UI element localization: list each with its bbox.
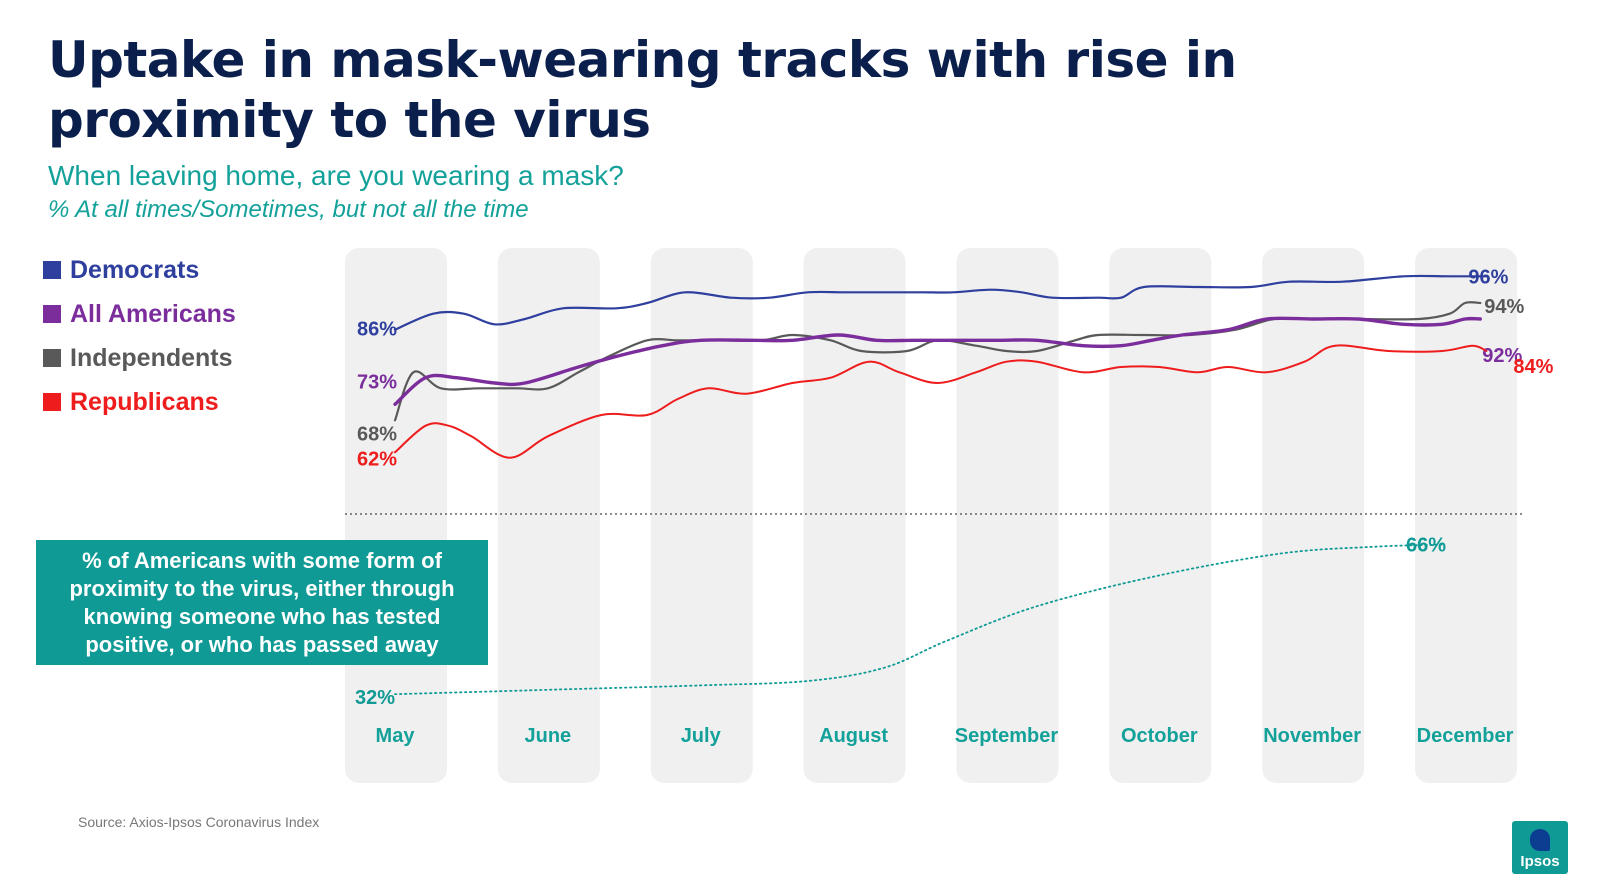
legend-label: Democrats <box>70 255 200 284</box>
page-title: Uptake in mask-wearing tracks with rise … <box>48 31 1237 149</box>
start-value-label: 68% <box>357 423 397 445</box>
legend-item-democrats: Democrats <box>43 248 236 292</box>
legend-swatch <box>43 393 61 411</box>
ipsos-logo: Ipsos <box>1512 821 1568 874</box>
chart-subnote: % At all times/Sometimes, but not all th… <box>48 196 529 223</box>
end-value-label: 94% <box>1484 296 1524 318</box>
series-line-proximity-to-the-virus <box>394 543 1443 696</box>
start-value-label: 62% <box>357 448 397 470</box>
legend-item-all-americans: All Americans <box>43 292 236 336</box>
end-value-label: 92% <box>1482 345 1522 367</box>
end-value-label: 96% <box>1468 266 1508 288</box>
end-value-label: 84% <box>1513 356 1553 378</box>
x-tick-label: July <box>681 725 722 747</box>
proximity-callout: % of Americans with some form of proximi… <box>36 540 488 665</box>
ipsos-logo-text: Ipsos <box>1520 853 1560 870</box>
x-tick-label: June <box>525 725 572 747</box>
x-tick-label: May <box>376 725 416 747</box>
month-band <box>650 248 753 783</box>
legend-swatch <box>43 349 61 367</box>
legend-label: Independents <box>70 343 233 372</box>
legend-label: Republicans <box>70 387 219 416</box>
legend: Democrats All Americans Independents Rep… <box>43 248 236 424</box>
legend-swatch <box>43 261 61 279</box>
legend-swatch <box>43 305 61 323</box>
month-band <box>1415 248 1517 783</box>
ipsos-logo-mark-icon <box>1530 829 1550 851</box>
x-tick-label: August <box>819 725 888 747</box>
chart-subtitle: When leaving home, are you wearing a mas… <box>48 160 624 191</box>
legend-item-republicans: Republicans <box>43 380 236 424</box>
series-line-all-americans <box>393 316 1482 406</box>
month-band <box>956 248 1059 783</box>
start-value-label: 32% <box>355 687 395 709</box>
month-band <box>1109 248 1212 783</box>
series-line-democrats <box>393 274 1488 331</box>
x-tick-label: October <box>1121 725 1198 747</box>
end-value-label: 66% <box>1406 535 1446 557</box>
month-band <box>497 248 600 783</box>
x-tick-label: December <box>1417 725 1514 747</box>
start-value-label: 73% <box>357 371 397 393</box>
legend-item-independents: Independents <box>43 336 236 380</box>
x-tick-label: September <box>955 725 1059 747</box>
x-tick-label: November <box>1263 725 1361 747</box>
series-line-republicans <box>394 344 1488 459</box>
start-value-label: 86% <box>357 319 397 341</box>
source-note: Source: Axios-Ipsos Coronavirus Index <box>78 814 320 830</box>
month-band <box>803 248 906 783</box>
legend-label: All Americans <box>70 299 236 328</box>
month-band <box>1262 248 1365 783</box>
